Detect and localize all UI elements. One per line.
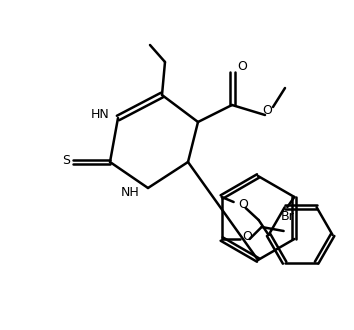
Text: O: O bbox=[242, 229, 252, 243]
Text: Br: Br bbox=[280, 211, 294, 223]
Text: S: S bbox=[62, 153, 70, 167]
Text: HN: HN bbox=[91, 108, 110, 120]
Text: O: O bbox=[262, 104, 272, 116]
Text: O: O bbox=[237, 59, 247, 73]
Text: O: O bbox=[239, 199, 249, 212]
Text: NH: NH bbox=[121, 185, 140, 199]
